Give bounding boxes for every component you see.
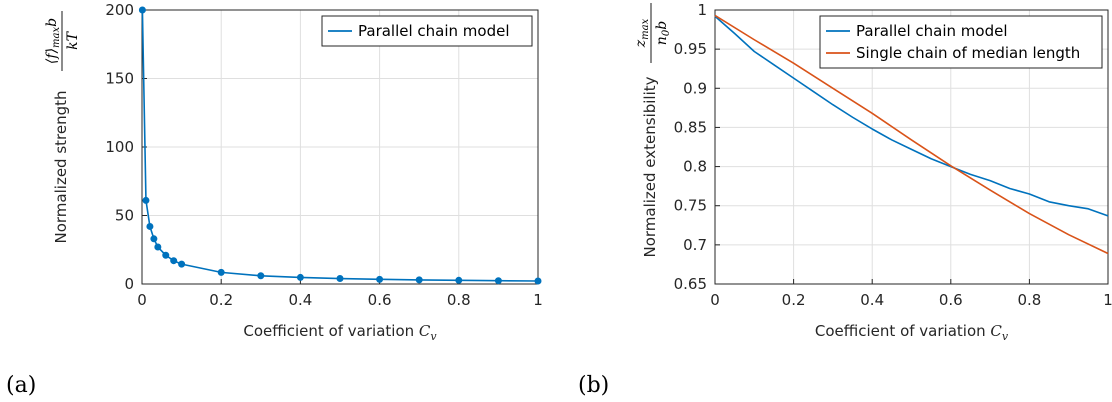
a-series-0-point-8 bbox=[217, 268, 225, 276]
a-series-0-point-12 bbox=[376, 275, 384, 283]
b-ytick-label-2: 0.75 bbox=[674, 197, 707, 215]
a-series-0-point-11 bbox=[336, 275, 344, 283]
b-yaxis-label: Normalized extensibility bbox=[641, 76, 659, 257]
a-ytick-label-3: 150 bbox=[105, 70, 134, 88]
a-ytick-label-4: 200 bbox=[105, 1, 134, 19]
a-yaxis-math-denominator: kT bbox=[65, 30, 81, 49]
a-ytick-label-2: 100 bbox=[105, 138, 134, 156]
a-xtick-label-2: 0.4 bbox=[288, 291, 312, 309]
b-ytick-label-1: 0.7 bbox=[683, 236, 707, 254]
b-ytick-label-4: 0.85 bbox=[674, 118, 707, 136]
b-ytick-label-5: 0.9 bbox=[683, 79, 707, 97]
b-ytick-label-0: 0.65 bbox=[674, 275, 707, 293]
a-series-0-point-15 bbox=[494, 277, 502, 285]
a-series-0-point-13 bbox=[415, 276, 423, 284]
b-yaxis-math-denominator: n0b bbox=[654, 21, 672, 45]
b-ytick-label-3: 0.8 bbox=[683, 158, 707, 176]
a-series-0-point-0 bbox=[138, 6, 146, 14]
b-legend-label-1: Single chain of median length bbox=[856, 44, 1080, 62]
a-legend-box bbox=[321, 15, 533, 47]
panel-b-chart: 0 0.2 0.4 0.6 0.8 1 0.65 0.7 0.75 0.8 0.85 0.9 0.95 1… bbox=[578, 1, 1112, 398]
b-xaxis-label: Coefficient of variation Cv bbox=[815, 322, 1009, 343]
a-series-0-point-1 bbox=[142, 196, 150, 204]
a-series-0-point-5 bbox=[162, 251, 170, 259]
b-series-line-0 bbox=[714, 15, 1109, 217]
b-xtick-label-0: 0 bbox=[710, 291, 720, 309]
b-xtick-label-2: 0.4 bbox=[860, 291, 884, 309]
b-axes-frame bbox=[714, 9, 1109, 285]
a-series-0-point-6 bbox=[170, 257, 178, 265]
b-ytick-label-7: 1 bbox=[697, 1, 707, 19]
a-series-0-point-16 bbox=[534, 277, 542, 285]
a-legend-label-0: Parallel chain model bbox=[358, 22, 510, 40]
b-xtick-label-3: 0.6 bbox=[939, 291, 963, 309]
a-series-0-point-2 bbox=[146, 222, 154, 230]
a-series-0-point-10 bbox=[296, 273, 304, 281]
a-xtick-label-5: 1 bbox=[533, 291, 543, 309]
b-series-line-1 bbox=[714, 14, 1109, 255]
a-xtick-label-0: 0 bbox=[137, 291, 147, 309]
b-xtick-label-4: 0.8 bbox=[1017, 291, 1041, 309]
a-series-0-point-7 bbox=[178, 260, 186, 268]
panel-a-chart: 0 0.2 0.4 0.6 0.8 1 0 50 100 150 200 Parallel chain… bbox=[6, 1, 543, 398]
a-series-0-point-9 bbox=[257, 272, 265, 280]
a-xtick-label-1: 0.2 bbox=[209, 291, 233, 309]
a-ytick-label-1: 50 bbox=[115, 207, 134, 225]
a-panel-label: (a) bbox=[6, 373, 36, 398]
b-legend-label-0: Parallel chain model bbox=[856, 22, 1008, 40]
a-xaxis-label: Coefficient of variation Cv bbox=[243, 322, 437, 343]
a-yaxis-label: Normalized strength bbox=[52, 90, 70, 243]
a-series-0-point-14 bbox=[455, 276, 463, 284]
b-legend-box bbox=[819, 15, 1103, 69]
a-xtick-label-3: 0.6 bbox=[368, 291, 392, 309]
b-xtick-label-5: 1 bbox=[1103, 291, 1112, 309]
a-series-0-point-3 bbox=[150, 235, 158, 243]
a-ytick-label-0: 0 bbox=[124, 275, 134, 293]
a-series-0-point-4 bbox=[154, 243, 162, 251]
a-xtick-label-4: 0.8 bbox=[447, 291, 471, 309]
a-yaxis-math-numerator: ⟨f⟩maxb bbox=[44, 18, 62, 64]
b-yaxis-math-numerator: zmax bbox=[633, 18, 651, 48]
b-panel-label: (b) bbox=[578, 373, 609, 398]
b-ytick-label-6: 0.95 bbox=[674, 40, 707, 58]
b-xtick-label-1: 0.2 bbox=[782, 291, 806, 309]
